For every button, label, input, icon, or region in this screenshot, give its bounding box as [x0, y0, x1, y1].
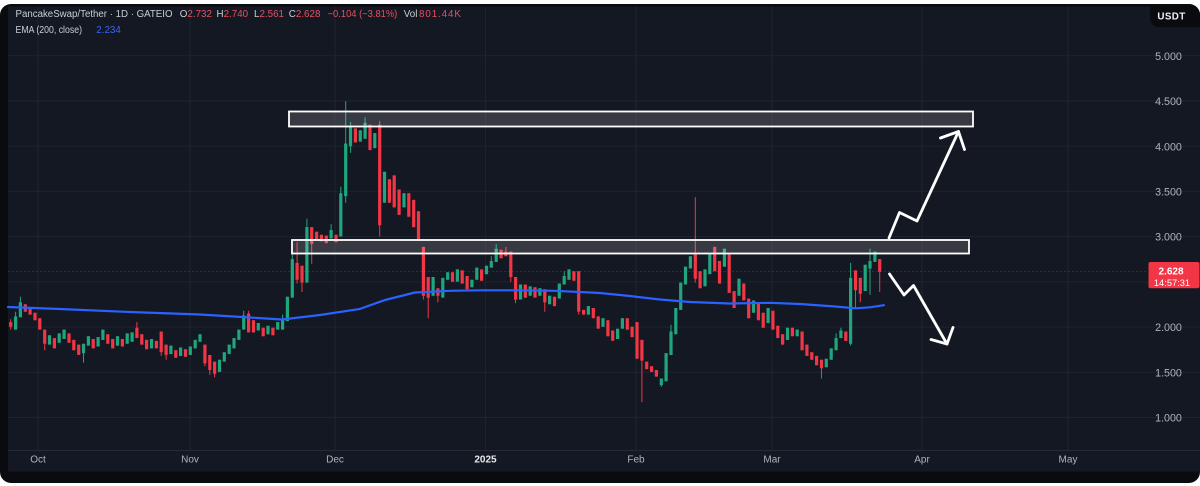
svg-text:2.000: 2.000: [1155, 322, 1182, 334]
svg-text:Mar: Mar: [763, 455, 781, 466]
svg-text:May: May: [1059, 455, 1078, 466]
svg-text:3.000: 3.000: [1155, 232, 1182, 244]
svg-text:801.44K: 801.44K: [419, 9, 462, 20]
svg-text:Oct: Oct: [30, 455, 46, 466]
svg-text:USDT: USDT: [1157, 12, 1185, 23]
svg-text:5.000: 5.000: [1155, 51, 1182, 63]
svg-text:H2.740: H2.740: [217, 9, 249, 20]
svg-text:Dec: Dec: [326, 455, 344, 466]
svg-text:C2.628: C2.628: [289, 9, 321, 20]
svg-text:1.500: 1.500: [1155, 367, 1182, 379]
svg-text:Nov: Nov: [181, 455, 199, 466]
svg-text:−0.104 (−3.81%): −0.104 (−3.81%): [328, 9, 398, 20]
svg-text:O2.732: O2.732: [180, 9, 212, 20]
svg-text:2025: 2025: [474, 455, 497, 466]
svg-text:Vol: Vol: [404, 9, 418, 20]
svg-text:1.000: 1.000: [1155, 413, 1182, 425]
svg-text:PancakeSwap/Tether · 1D · GATE: PancakeSwap/Tether · 1D · GATEIO: [16, 9, 173, 20]
svg-text:4.500: 4.500: [1155, 96, 1182, 108]
svg-text:L2.561: L2.561: [254, 9, 284, 20]
svg-text:Feb: Feb: [627, 455, 645, 466]
svg-text:2.628: 2.628: [1158, 267, 1183, 278]
svg-text:Apr: Apr: [914, 455, 930, 466]
svg-text:2.234: 2.234: [96, 25, 121, 36]
svg-text:14:57:31: 14:57:31: [1154, 278, 1190, 288]
svg-text:3.500: 3.500: [1155, 187, 1182, 199]
svg-text:EMA (200, close): EMA (200, close): [16, 25, 83, 36]
svg-text:4.000: 4.000: [1155, 141, 1182, 153]
